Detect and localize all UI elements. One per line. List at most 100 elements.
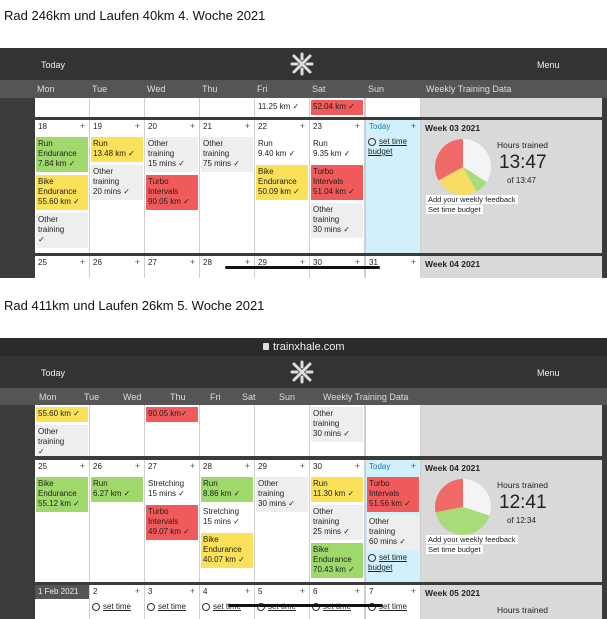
workout-card[interactable]: Bike Endurance 55.12 km ✓ xyxy=(36,477,88,512)
panel-button[interactable]: Add your weekly feedback xyxy=(426,195,518,204)
set-budget-link[interactable]: set time xyxy=(147,602,197,614)
card-text: Turbo xyxy=(313,167,334,176)
workout-card[interactable]: Other training 30 mins ✓ xyxy=(311,203,363,238)
set-budget-link[interactable]: set time xyxy=(92,602,142,614)
add-button[interactable]: + xyxy=(134,257,140,267)
day-label: 30 xyxy=(313,258,322,267)
add-button[interactable]: + xyxy=(189,257,195,267)
workout-card[interactable]: Other training 15 mins ✓ xyxy=(146,137,198,172)
week-row: 25 + Bike Endurance 55.12 km ✓ 26 + Run 6.27 km … xyxy=(35,460,602,582)
workout-card[interactable]: Bike Endurance 50.09 km ✓ xyxy=(256,165,308,200)
day-label: 20 xyxy=(148,122,157,131)
workout-card[interactable]: Turbo Intervals 90.05 km ✓ xyxy=(146,175,198,210)
workout-card[interactable]: Other training 30 mins ✓ xyxy=(311,407,363,442)
set-budget-link[interactable]: set time budget xyxy=(368,553,418,575)
workout-card[interactable]: 11.25 km ✓ xyxy=(256,100,308,115)
card-text: Turbo xyxy=(369,479,390,488)
panel-button[interactable]: Set time budget xyxy=(426,205,483,214)
day-cell xyxy=(145,98,199,117)
add-button[interactable]: + xyxy=(410,461,416,471)
weekly-header: Weekly Training Data xyxy=(426,84,512,94)
set-budget-link[interactable]: set time budget xyxy=(368,137,418,159)
card-text: Run xyxy=(313,139,328,148)
clock-icon xyxy=(368,138,376,146)
add-button[interactable]: + xyxy=(299,461,305,471)
day-label-bar: 27 + xyxy=(145,256,199,270)
add-button[interactable]: + xyxy=(244,257,250,267)
set-budget-link[interactable]: set time xyxy=(368,602,418,614)
card-text: 6.27 km ✓ xyxy=(93,489,131,498)
add-button[interactable]: + xyxy=(354,257,360,267)
today-button[interactable]: Today xyxy=(41,368,66,378)
panel-button[interactable]: Add your weekly feedback xyxy=(426,535,518,544)
workout-card[interactable]: Run Endurance 7.84 km ✓ xyxy=(36,137,88,172)
add-button[interactable]: + xyxy=(244,461,250,471)
add-button[interactable]: + xyxy=(79,257,85,267)
day-label: 27 xyxy=(148,258,157,267)
day-cell: Other training 30 mins ✓ xyxy=(310,405,364,456)
set-budget-link[interactable]: set time xyxy=(202,602,252,614)
day-cell: 25 + xyxy=(35,256,89,278)
card-text: Endurance xyxy=(38,149,77,158)
card-text: Other xyxy=(369,517,390,526)
add-button[interactable]: + xyxy=(189,121,195,131)
workout-card[interactable]: Run 9.40 km ✓ xyxy=(256,137,308,162)
today-button[interactable]: Today xyxy=(41,60,66,70)
caption: Rad 411km und Laufen 26km 5. Woche 2021 xyxy=(4,298,265,313)
card-text: Endurance xyxy=(313,555,352,564)
workout-card[interactable]: Other training ✓ xyxy=(36,213,88,248)
day-cell: 55.60 km ✓ Other training ✓ xyxy=(35,405,89,456)
panel-button[interactable]: Set time budget xyxy=(426,545,483,554)
workout-card[interactable]: 90.05 km✓ xyxy=(146,407,198,422)
add-button[interactable]: + xyxy=(244,121,250,131)
workout-card[interactable]: Other training ✓ xyxy=(36,425,88,456)
clock-icon xyxy=(147,603,155,611)
menu-button[interactable]: Menu xyxy=(537,368,560,378)
card-text: Run xyxy=(93,139,108,148)
add-button[interactable]: + xyxy=(299,257,305,267)
card-text: training xyxy=(369,527,396,536)
workout-card[interactable]: Stretching 15 mins ✓ xyxy=(146,477,198,502)
add-button[interactable]: + xyxy=(354,586,360,596)
add-button[interactable]: + xyxy=(410,121,416,131)
workout-card[interactable]: Run 9.35 km ✓ xyxy=(311,137,363,162)
workout-card[interactable]: Bike Endurance 70.43 km ✓ xyxy=(311,543,363,578)
workout-card[interactable]: Turbo Intervals 51.56 km ✓ xyxy=(367,477,419,512)
workout-card[interactable]: 55.60 km ✓ xyxy=(36,407,88,422)
workout-card[interactable]: Other training 20 mins ✓ xyxy=(91,165,143,200)
workout-card[interactable]: Bike Endurance 40.07 km ✓ xyxy=(201,533,253,568)
day-label: 25 xyxy=(38,462,47,471)
card-text: 15 mins ✓ xyxy=(203,517,240,526)
day-cell: 25 + Bike Endurance 55.12 km ✓ xyxy=(35,460,89,582)
workout-card[interactable]: Bike Endurance 55.60 km ✓ xyxy=(36,175,88,210)
menu-button[interactable]: Menu xyxy=(537,60,560,70)
workout-card[interactable]: Run 8.86 km ✓ xyxy=(201,477,253,502)
add-button[interactable]: + xyxy=(244,586,250,596)
add-button[interactable]: + xyxy=(354,121,360,131)
add-button[interactable]: + xyxy=(410,586,416,596)
link-text: budget xyxy=(368,147,393,156)
workout-card[interactable]: Other training 75 mins ✓ xyxy=(201,137,253,172)
workout-card[interactable]: Run 11.30 km ✓ xyxy=(311,477,363,502)
add-button[interactable]: + xyxy=(189,461,195,471)
add-button[interactable]: + xyxy=(299,586,305,596)
add-button[interactable]: + xyxy=(299,121,305,131)
workout-card[interactable]: Other training 60 mins ✓ xyxy=(367,515,419,550)
add-button[interactable]: + xyxy=(134,586,140,596)
workout-card[interactable]: Turbo Intervals 51.04 km ✓ xyxy=(311,165,363,200)
add-button[interactable]: + xyxy=(354,461,360,471)
workout-card[interactable]: Stretching 15 mins ✓ xyxy=(201,505,253,530)
add-button[interactable]: + xyxy=(79,461,85,471)
add-button[interactable]: + xyxy=(79,121,85,131)
add-button[interactable]: + xyxy=(134,121,140,131)
add-button[interactable]: + xyxy=(410,257,416,267)
workout-card[interactable]: Run 13.48 km ✓ xyxy=(91,137,143,162)
workout-card[interactable]: Run 6.27 km ✓ xyxy=(91,477,143,502)
workout-card[interactable]: Turbo Intervals 49.07 km ✓ xyxy=(146,505,198,540)
workout-card[interactable]: Other training 30 mins ✓ xyxy=(256,477,308,512)
workout-card[interactable]: 52.04 km ✓ xyxy=(311,100,363,115)
card-text: Other xyxy=(313,409,334,418)
add-button[interactable]: + xyxy=(189,586,195,596)
workout-card[interactable]: Other training 25 mins ✓ xyxy=(311,505,363,540)
add-button[interactable]: + xyxy=(134,461,140,471)
